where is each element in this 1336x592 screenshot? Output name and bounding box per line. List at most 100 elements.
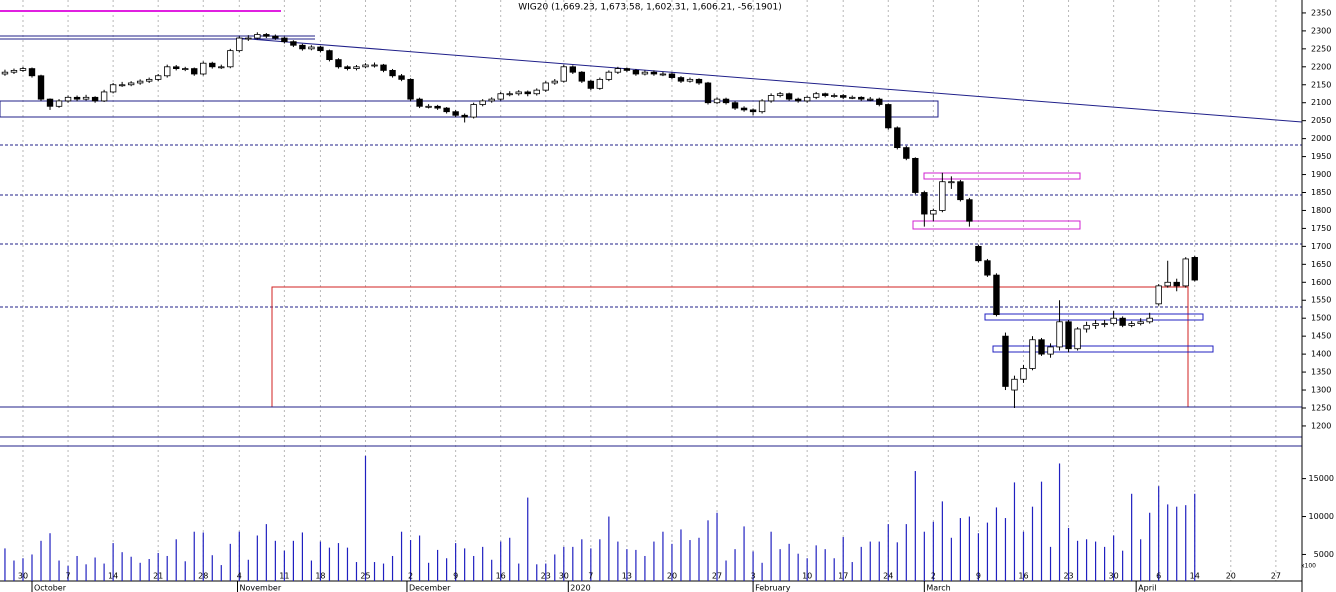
x-tick-label: 23 (1063, 572, 1073, 581)
unit-label: x100 (1301, 563, 1316, 570)
y-tick-label: 5000 (1314, 550, 1334, 559)
y-tick-label: 1750 (1311, 224, 1331, 233)
month-label: November (240, 584, 282, 592)
x-tick-label: 28 (198, 572, 208, 581)
candle-body (794, 98, 802, 102)
candle-body (966, 199, 973, 222)
candle-body (632, 69, 640, 75)
y-tick-label: 2250 (1311, 44, 1331, 53)
month-label: March (926, 584, 950, 592)
candle-body (1128, 323, 1135, 326)
candle-body (731, 102, 739, 109)
candle-body (803, 96, 811, 102)
candle-body (650, 71, 658, 75)
y-tick-label: 1650 (1311, 260, 1331, 269)
candle-body (1002, 335, 1009, 387)
candle-body (380, 64, 387, 71)
x-tick-label: 27 (1271, 572, 1281, 581)
candle-body (812, 93, 820, 98)
x-tick-label: 16 (1018, 572, 1028, 581)
candle-body (353, 66, 360, 69)
candle-body (515, 91, 522, 95)
candle-body (1137, 321, 1144, 324)
candle-body (73, 96, 81, 100)
x-tick-label: 24 (883, 572, 893, 581)
candle-body (1092, 323, 1099, 326)
candle-body (533, 89, 540, 95)
candle-body (371, 64, 378, 67)
candle-body (317, 46, 324, 52)
candle-body (497, 93, 504, 100)
candle-body (659, 73, 667, 76)
candle-body (254, 34, 261, 39)
x-tick-label: 14 (1190, 572, 1200, 581)
candle-body (921, 192, 928, 215)
candle-body (767, 95, 775, 102)
candle-body (948, 181, 955, 184)
candle-body (1146, 317, 1153, 323)
candle-body (19, 68, 27, 71)
x-tick-label: 2 (408, 572, 413, 581)
candle-body (407, 78, 414, 100)
range-box (0, 100, 939, 118)
candle-body (1038, 339, 1045, 355)
y-tick-label: 2350 (1311, 8, 1331, 17)
x-tick-label: 30 (1109, 572, 1119, 581)
candle-body (263, 34, 270, 37)
y-tick-label: 1850 (1311, 188, 1331, 197)
x-tick-label: 20 (1226, 572, 1236, 581)
candle-body (362, 64, 369, 68)
month-label: April (1138, 584, 1156, 592)
candle-body (127, 82, 135, 86)
month-label: October (34, 584, 67, 592)
zone-box (992, 345, 1214, 353)
y-tick-label: 1550 (1311, 296, 1331, 305)
candle-body (614, 68, 622, 73)
x-tick-label: 30 (18, 572, 28, 581)
x-tick-label: 10 (802, 572, 812, 581)
candle-body (434, 105, 441, 109)
y-tick-label: 2300 (1311, 26, 1331, 35)
y-tick-label: 2150 (1311, 80, 1331, 89)
candle-body (1182, 258, 1189, 287)
candle-body (912, 157, 919, 193)
candle-body (236, 37, 243, 52)
candle-body (596, 78, 604, 89)
x-tick-label: 27 (712, 572, 722, 581)
x-tick-label: 6 (1156, 572, 1161, 581)
candle-body (867, 98, 874, 101)
candle-body (930, 210, 937, 215)
x-tick-label: 7 (66, 572, 71, 581)
candle-body (443, 107, 450, 113)
candle-body (299, 44, 306, 50)
y-tick-label: 15000 (1309, 474, 1334, 483)
y-tick-label: 2000 (1311, 134, 1331, 143)
y-tick-label: 1600 (1311, 278, 1331, 287)
candle-body (1173, 281, 1180, 287)
candle-body (1047, 346, 1054, 355)
candle-body (398, 75, 405, 80)
candle-body (82, 96, 90, 100)
chart-title: WIG20 (1,669.23, 1,673.58, 1,602.31, 1,6… (518, 3, 782, 13)
candle-body (416, 98, 423, 107)
candle-body (46, 98, 54, 107)
y-tick-label: 1200 (1311, 421, 1331, 430)
y-tick-label: 2200 (1311, 62, 1331, 71)
candle-body (1, 71, 9, 75)
candle-body (389, 69, 396, 77)
y-tick-label: 1500 (1311, 314, 1331, 323)
candle-body (37, 75, 45, 100)
y-tick-label: 1400 (1311, 350, 1331, 359)
candle-body (100, 91, 108, 102)
marks (1, 32, 1198, 581)
y-tick-label: 1250 (1311, 403, 1331, 412)
candle-body (876, 98, 883, 105)
x-tick-label: 4 (237, 572, 242, 581)
candle-body (136, 80, 144, 84)
candle-body (1119, 317, 1126, 326)
candle-body (461, 114, 468, 118)
candle-body (1029, 339, 1036, 369)
x-tick-label: 21 (153, 572, 163, 581)
y-tick-label: 2050 (1311, 116, 1331, 125)
x-tick-label: 23 (541, 572, 551, 581)
